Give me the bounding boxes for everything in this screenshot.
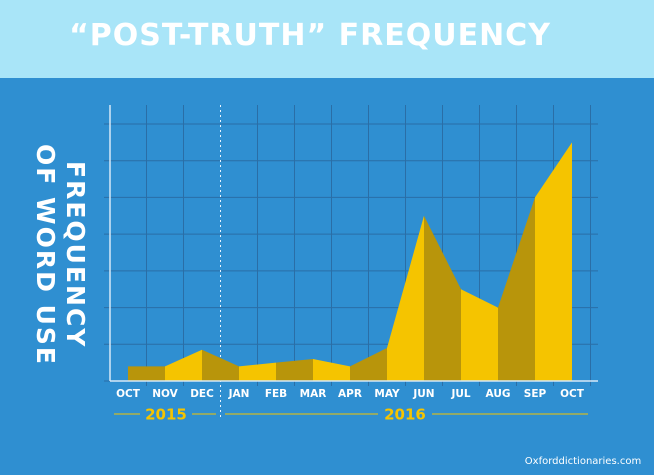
banner	[0, 0, 654, 78]
period-label: 2016	[384, 406, 426, 424]
x-tick-label: JAN	[228, 388, 250, 400]
area-facet	[461, 289, 498, 381]
area-facet	[202, 349, 239, 381]
area-facet	[276, 358, 313, 381]
area-facet	[498, 197, 535, 381]
x-tick-label: MAY	[374, 388, 400, 400]
x-tick-label: NOV	[152, 388, 178, 400]
x-tick-label: SEP	[524, 388, 547, 400]
period-label-bg	[378, 405, 432, 423]
x-tick-label: DEC	[190, 388, 214, 400]
source: Oxforddictionaries.com	[525, 456, 641, 467]
x-tick-label: MAR	[300, 388, 327, 400]
x-tick-label: AUG	[486, 388, 511, 400]
area-facet	[239, 362, 276, 381]
area-facet	[313, 358, 350, 381]
area-facet	[128, 366, 165, 381]
x-tick-label: JUL	[450, 388, 470, 400]
area-facet	[387, 215, 424, 381]
area-facet	[165, 349, 202, 381]
x-tick-label: OCT	[116, 388, 141, 400]
x-tick-label: APR	[338, 388, 362, 400]
chart-title: “POST-TRUTH” FREQUENCY	[69, 18, 551, 53]
x-tick-label: OCT	[560, 388, 585, 400]
period-label-bg	[140, 405, 192, 423]
x-tick-label: JUN	[412, 388, 434, 400]
area-facet	[535, 142, 572, 381]
x-tick-label: FEB	[265, 388, 287, 400]
area-facet	[350, 347, 387, 381]
area-facet	[424, 215, 461, 381]
y-axis-label: FREQUENCY OF WORD USE	[31, 143, 90, 366]
period-label: 2015	[145, 406, 187, 424]
